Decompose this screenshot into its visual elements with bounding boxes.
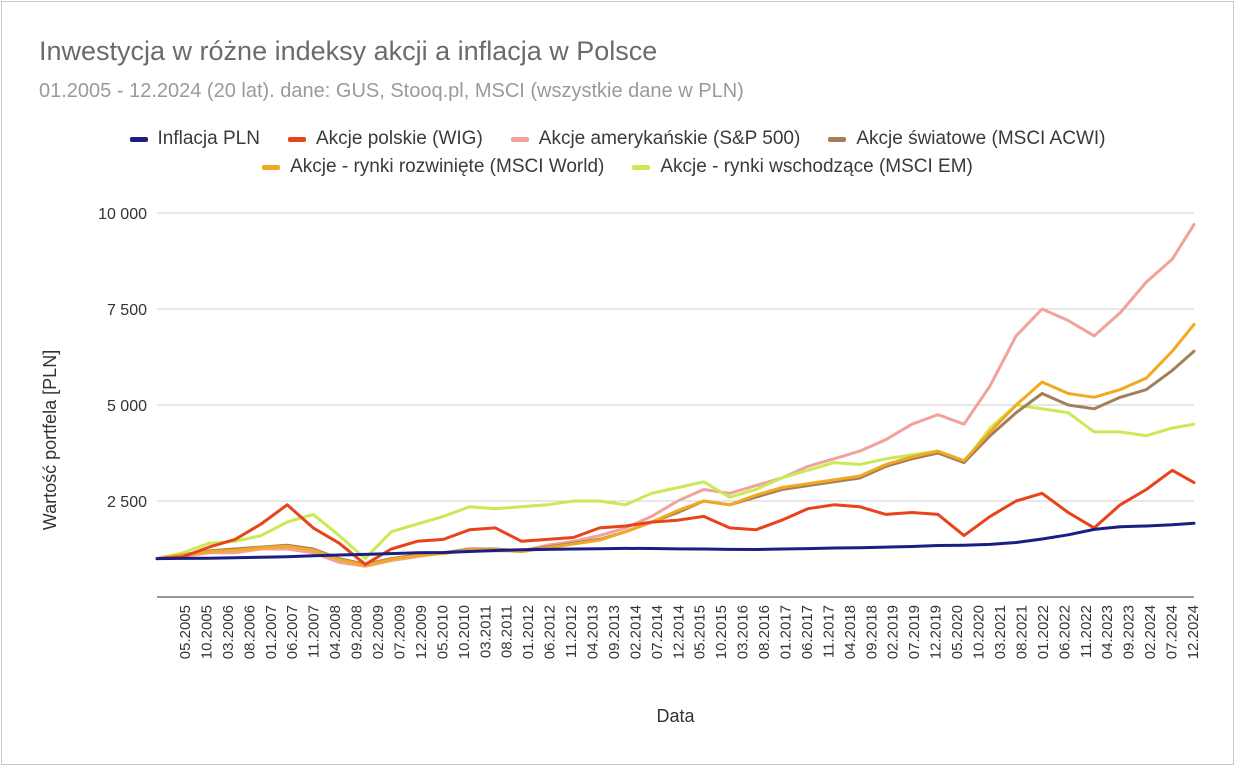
legend-swatch bbox=[129, 136, 148, 142]
legend-row-1: Inflacja PLN Akcje polskie (WIG) Akcje a… bbox=[0, 128, 1235, 150]
legend-label: Akcje światowe (MSCI ACWI) bbox=[856, 128, 1106, 149]
x-tick-label: 02.2019 bbox=[885, 605, 902, 659]
x-tick-label: 11.2012 bbox=[563, 605, 580, 658]
y-tick-label: 2 500 bbox=[107, 494, 147, 511]
x-tick-label: 07.2009 bbox=[391, 605, 408, 659]
legend-row-2: Akcje - rynki rozwinięte (MSCI World) Ak… bbox=[0, 156, 1235, 178]
x-tick-label: 09.2023 bbox=[1121, 605, 1138, 659]
x-tick-label: 06.2017 bbox=[799, 605, 816, 659]
x-tick-label: 06.2022 bbox=[1056, 605, 1073, 659]
x-tick-label: 05.2005 bbox=[177, 605, 194, 659]
x-tick-label: 06.2007 bbox=[284, 605, 301, 659]
x-tick-label: 05.2010 bbox=[434, 605, 451, 659]
x-tick-label: 01.2007 bbox=[263, 605, 280, 659]
x-tick-label: 09.2013 bbox=[606, 605, 623, 659]
y-axis-title: Wartość portfela [PLN] bbox=[40, 350, 60, 530]
x-tick-label: 10.2005 bbox=[198, 605, 215, 659]
x-tick-label: 12.2014 bbox=[670, 605, 687, 659]
legend-item[interactable]: Akcje amerykańskie (S&P 500) bbox=[510, 128, 801, 150]
x-tick-label: 05.2020 bbox=[949, 605, 966, 659]
x-tick-label: 01.2022 bbox=[1035, 605, 1052, 659]
x-tick-label: 12.2024 bbox=[1185, 605, 1202, 659]
x-tick-label: 10.2010 bbox=[456, 605, 473, 659]
x-tick-label: 12.2009 bbox=[413, 605, 430, 659]
x-tick-label: 08.2011 bbox=[499, 605, 516, 658]
series-line bbox=[155, 349, 1196, 566]
x-tick-label: 11.2022 bbox=[1078, 605, 1095, 658]
x-tick-label: 09.2008 bbox=[349, 605, 366, 659]
x-tick-label: 03.2016 bbox=[735, 605, 752, 659]
legend-label: Akcje polskie (WIG) bbox=[315, 128, 483, 149]
x-tick-label: 02.2009 bbox=[370, 605, 387, 659]
legend-swatch bbox=[262, 164, 281, 170]
legend-label: Inflacja PLN bbox=[157, 128, 260, 149]
legend-label: Akcje - rynki rozwinięte (MSCI World) bbox=[290, 156, 605, 177]
legend-item[interactable]: Akcje - rynki rozwinięte (MSCI World) bbox=[262, 156, 604, 178]
legend-swatch bbox=[287, 136, 306, 142]
x-tick-label: 04.2018 bbox=[842, 605, 859, 659]
legend-swatch bbox=[828, 136, 847, 142]
chart-title: Inwestycja w różne indeksy akcji a infla… bbox=[39, 36, 658, 66]
x-axis-title: Data bbox=[656, 706, 695, 726]
x-tick-label: 05.2015 bbox=[692, 605, 709, 659]
x-tick-label: 01.2017 bbox=[778, 605, 795, 659]
x-tick-label: 10.2015 bbox=[713, 605, 730, 659]
x-tick-label: 09.2018 bbox=[863, 605, 880, 659]
legend-item[interactable]: Akcje światowe (MSCI ACWI) bbox=[828, 128, 1105, 150]
x-tick-label: 04.2008 bbox=[327, 605, 344, 659]
x-tick-label: 07.2019 bbox=[906, 605, 923, 659]
legend-swatch bbox=[510, 136, 529, 142]
legend-item[interactable]: Akcje - rynki wschodzące (MSCI EM) bbox=[632, 156, 973, 178]
legend-item[interactable]: Inflacja PLN bbox=[129, 128, 260, 150]
y-tick-label: 7 500 bbox=[107, 302, 147, 319]
x-tick-label: 04.2013 bbox=[584, 605, 601, 659]
series-line bbox=[155, 322, 1196, 567]
legend-item[interactable]: Akcje polskie (WIG) bbox=[287, 128, 483, 150]
x-tick-label: 11.2007 bbox=[306, 605, 323, 658]
legend-label: Akcje amerykańskie (S&P 500) bbox=[538, 128, 801, 149]
x-tick-label: 07.2024 bbox=[1164, 605, 1181, 659]
x-tick-label: 08.2021 bbox=[1013, 605, 1030, 659]
x-tick-label: 01.2012 bbox=[520, 605, 537, 659]
series-line bbox=[155, 468, 1196, 566]
x-tick-label: 02.2014 bbox=[627, 605, 644, 659]
x-tick-label: 04.2023 bbox=[1099, 605, 1116, 659]
x-tick-label: 06.2012 bbox=[542, 605, 559, 659]
chart-subtitle: 01.2005 - 12.2024 (20 lat). dane: GUS, S… bbox=[39, 80, 744, 102]
x-tick-label: 03.2021 bbox=[992, 605, 1009, 659]
series-line bbox=[155, 403, 1196, 561]
series-line bbox=[155, 521, 1196, 561]
x-tick-label: 08.2016 bbox=[756, 605, 773, 659]
y-tick-label: 10 000 bbox=[98, 206, 147, 223]
x-tick-label: 11.2017 bbox=[820, 605, 837, 658]
x-tick-label: 07.2014 bbox=[649, 605, 666, 659]
x-tick-label: 10.2020 bbox=[971, 605, 988, 659]
x-tick-label: 03.2006 bbox=[220, 605, 237, 659]
legend-swatch bbox=[632, 164, 651, 170]
y-tick-label: 5 000 bbox=[107, 398, 147, 415]
series-line bbox=[155, 223, 1196, 568]
x-tick-label: 08.2006 bbox=[241, 605, 258, 659]
x-tick-label: 03.2011 bbox=[477, 605, 494, 658]
x-tick-label: 02.2024 bbox=[1142, 605, 1159, 659]
legend-label: Akcje - rynki wschodzące (MSCI EM) bbox=[660, 156, 973, 177]
x-tick-label: 12.2019 bbox=[928, 605, 945, 659]
